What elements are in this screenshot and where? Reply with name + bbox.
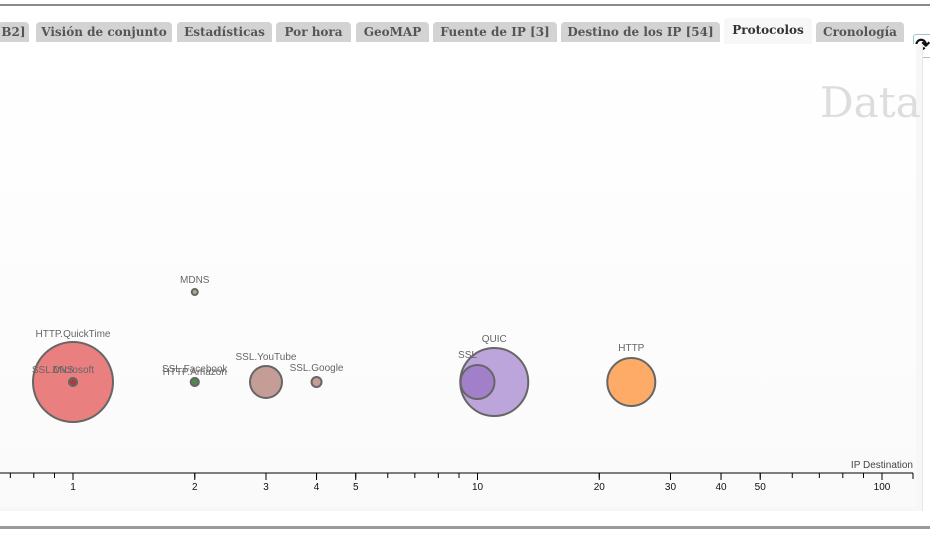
bubble-label-quic: QUIC: [482, 334, 507, 345]
bubble-label-ssl-google: SSL.Google: [290, 363, 344, 374]
window-top-border: [0, 4, 930, 6]
bubble-http[interactable]: [606, 357, 657, 407]
tab-source-ip[interactable]: Fuente de IP [3]: [433, 22, 557, 42]
bubble-ssl-youtube[interactable]: [248, 365, 283, 399]
tab-bar: B2] Visión de conjunto Estadísticas Por …: [0, 18, 930, 44]
bubble-label-http-amazon: HTTP.Amazon: [163, 367, 227, 378]
x-axis-title: IP Destination: [851, 460, 913, 471]
data-watermark: Data: [820, 78, 921, 127]
tab-truncated[interactable]: B2]: [0, 22, 29, 42]
tab-timeline[interactable]: Cronología: [816, 22, 904, 42]
bubble-ssl-google[interactable]: [310, 376, 323, 388]
tab-overview[interactable]: Visión de conjunto: [36, 22, 172, 42]
bubble-label-ssl-facebook: SSL.Facebook: [162, 364, 229, 375]
bubble-http-amazon[interactable]: [189, 377, 200, 387]
x-tick-label: 20: [594, 482, 606, 493]
window-bottom-border: [0, 526, 930, 529]
chart-area: HTTP.QuickTime SSL.Microsoft DNS MDNS SSL.Fa…: [0, 44, 921, 507]
bubble-ssl[interactable]: [459, 364, 496, 400]
x-tick-label: 40: [715, 482, 727, 493]
protocols-panel: HTTP.QuickTime SSL.Microsoft DNS MDNS SSL.Fa…: [0, 44, 923, 511]
bubble-label-http-quicktime: HTTP.QuickTime: [35, 329, 110, 340]
x-tick-label: 4: [314, 482, 320, 493]
tab-geomap[interactable]: GeoMAP: [356, 22, 429, 42]
bubble-dns[interactable]: [68, 377, 78, 387]
x-tick-label: 3: [263, 482, 269, 493]
x-tick-label: 30: [665, 482, 677, 493]
x-tick-label: 50: [755, 482, 767, 493]
bubble-label-ssl-youtube: SSL.YouTube: [236, 352, 297, 363]
tab-statistics[interactable]: Estadísticas: [177, 22, 272, 42]
bubble-label-ssl: SSL: [458, 350, 477, 361]
x-tick-label: 10: [472, 482, 484, 493]
x-tick-label: 2: [192, 482, 198, 493]
x-tick-label: 5: [353, 482, 359, 493]
bubble-mdns[interactable]: [190, 288, 199, 296]
x-tick-label: 1: [70, 482, 76, 493]
x-tick-label: 100: [874, 482, 891, 493]
tab-hourly[interactable]: Por hora: [276, 22, 351, 42]
bubble-label-dns: DNS: [52, 365, 73, 376]
tab-destination-ip[interactable]: Destino de los IP [54]: [561, 22, 720, 42]
bubble-label-mdns: MDNS: [180, 275, 210, 286]
tab-protocols[interactable]: Protocolos: [724, 18, 812, 44]
bubble-label-http: HTTP: [618, 343, 644, 354]
bubble-label-ssl-microsoft: SSL.Microsoft: [32, 365, 94, 376]
